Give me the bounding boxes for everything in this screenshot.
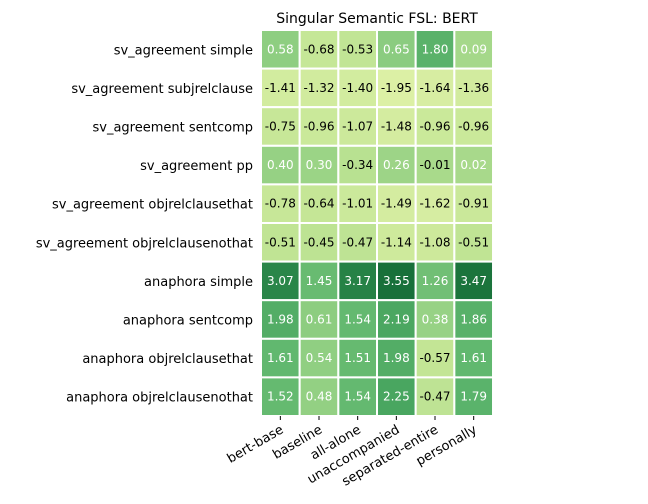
cell-value-label: 1.98 bbox=[383, 351, 410, 365]
cell-value-label: 3.07 bbox=[267, 274, 294, 288]
cell-value-label: -1.40 bbox=[342, 81, 373, 95]
cell-value-label: 1.80 bbox=[422, 42, 449, 56]
cell-value-label: -1.49 bbox=[381, 197, 412, 211]
cell-value-label: 0.65 bbox=[383, 42, 410, 56]
row-label: sv_agreement subjrelclause bbox=[71, 82, 253, 97]
cell-value-label: 3.17 bbox=[344, 274, 371, 288]
row-label: anaphora objrelclausenothat bbox=[66, 391, 253, 406]
cell-value-label: -0.51 bbox=[265, 235, 296, 249]
row-label: sv_agreement objrelclausenothat bbox=[36, 236, 253, 251]
cell-value-label: 0.30 bbox=[306, 158, 333, 172]
column-labels: bert-basebaselineall-aloneunaccompanieds… bbox=[225, 416, 480, 490]
cell-value-label: 3.55 bbox=[383, 274, 410, 288]
heatmap-cell bbox=[414, 183, 456, 224]
cell-value-label: -1.36 bbox=[458, 81, 489, 95]
cell-value-label: -1.62 bbox=[419, 197, 450, 211]
cell-value-label: 1.98 bbox=[267, 313, 294, 327]
cell-value-label: 0.09 bbox=[460, 42, 487, 56]
cell-value-label: 1.54 bbox=[344, 390, 371, 404]
cell-value-label: 0.40 bbox=[267, 158, 294, 172]
cell-value-label: 1.61 bbox=[460, 351, 487, 365]
cell-value-label: -1.64 bbox=[419, 81, 450, 95]
cell-value-label: -0.57 bbox=[419, 351, 450, 365]
cell-value-label: -0.96 bbox=[303, 120, 334, 134]
heatmap-cell bbox=[260, 376, 301, 417]
heatmap-cell bbox=[298, 337, 340, 379]
cell-value-label: -1.32 bbox=[303, 81, 334, 95]
cell-value-label: 1.54 bbox=[344, 313, 371, 327]
row-labels: sv_agreement simple sv_agreement subjrelc… bbox=[36, 43, 253, 405]
cell-value-label: 1.79 bbox=[460, 390, 487, 404]
row-label: anaphora simple bbox=[144, 275, 253, 290]
cell-value-label: 2.25 bbox=[383, 390, 410, 404]
heatmap-cell bbox=[453, 299, 495, 340]
heatmap-cell bbox=[298, 67, 340, 109]
heatmap-cell bbox=[453, 222, 495, 263]
cell-value-label: 0.61 bbox=[306, 313, 333, 327]
cell-value-label: -0.96 bbox=[458, 120, 489, 134]
cell-value-label: -1.48 bbox=[381, 120, 412, 134]
cell-value-label: -0.01 bbox=[419, 158, 450, 172]
cell-value-label: 1.51 bbox=[344, 351, 371, 365]
cell-value-label: -1.41 bbox=[265, 81, 296, 95]
cell-value-label: 1.61 bbox=[267, 351, 294, 365]
heatmap-cells: 0.58 -0.68 -0.53 0.65 1.80 0.09 -1.41 -1.32 -1.4… bbox=[260, 29, 495, 417]
cell-value-label: -0.34 bbox=[342, 158, 373, 172]
heatmap-cell bbox=[376, 299, 417, 340]
heatmap-cell bbox=[260, 222, 301, 263]
heatmap-cell bbox=[453, 183, 495, 224]
heatmap-cell bbox=[298, 376, 340, 417]
heatmap-cell bbox=[376, 67, 417, 109]
cell-value-label: 0.02 bbox=[460, 158, 487, 172]
cell-value-label: -0.64 bbox=[303, 197, 334, 211]
cell-value-label: -1.95 bbox=[381, 81, 412, 95]
cell-value-label: 1.52 bbox=[267, 390, 294, 404]
heatmap-cell bbox=[453, 29, 495, 70]
cell-value-label: -0.53 bbox=[342, 42, 373, 56]
cell-value-label: 1.26 bbox=[422, 274, 449, 288]
heatmap-cell bbox=[337, 183, 379, 224]
row-label: sv_agreement objrelclausethat bbox=[52, 198, 253, 213]
cell-value-label: 0.58 bbox=[267, 42, 294, 56]
heatmap-cell bbox=[414, 106, 456, 147]
heatmap-cell bbox=[414, 376, 456, 417]
row-label: sv_agreement sentcomp bbox=[93, 121, 254, 136]
cell-value-label: 0.48 bbox=[306, 390, 333, 404]
cell-value-label: -0.47 bbox=[419, 390, 450, 404]
chart-title: Singular Semantic FSL: BERT bbox=[276, 11, 478, 27]
cell-value-label: 1.45 bbox=[306, 274, 333, 288]
heatmap-cell bbox=[298, 144, 340, 186]
heatmap-cell bbox=[453, 337, 495, 379]
cell-value-label: -1.07 bbox=[342, 120, 373, 134]
cell-value-label: 0.38 bbox=[422, 313, 449, 327]
heatmap-cell bbox=[337, 337, 379, 379]
cell-value-label: -1.08 bbox=[419, 235, 450, 249]
cell-value-label: -0.45 bbox=[303, 235, 334, 249]
cell-value-label: 0.26 bbox=[383, 158, 410, 172]
cell-value-label: -0.47 bbox=[342, 235, 373, 249]
cell-value-label: 1.86 bbox=[460, 313, 487, 327]
cell-value-label: -1.01 bbox=[342, 197, 373, 211]
heatmap-cell bbox=[376, 106, 417, 147]
heatmap-cell bbox=[414, 144, 456, 186]
cell-value-label: -0.96 bbox=[419, 120, 450, 134]
heatmap-cell bbox=[453, 144, 495, 186]
row-label: anaphora objrelclausethat bbox=[82, 352, 253, 367]
cell-value-label: -0.51 bbox=[458, 235, 489, 249]
row-label: sv_agreement simple bbox=[114, 43, 253, 58]
cell-value-label: 0.54 bbox=[306, 351, 333, 365]
cell-value-label: -1.14 bbox=[381, 235, 412, 249]
row-label: sv_agreement pp bbox=[140, 159, 253, 174]
cell-value-label: -0.68 bbox=[303, 42, 334, 56]
cell-value-label: -0.75 bbox=[265, 120, 296, 134]
cell-value-label: 3.47 bbox=[460, 274, 487, 288]
cell-value-label: -0.78 bbox=[265, 197, 296, 211]
cell-value-label: 2.19 bbox=[383, 313, 410, 327]
heatmap-cell bbox=[260, 144, 301, 186]
cell-value-label: -0.91 bbox=[458, 197, 489, 211]
row-label: anaphora sentcomp bbox=[123, 314, 253, 329]
